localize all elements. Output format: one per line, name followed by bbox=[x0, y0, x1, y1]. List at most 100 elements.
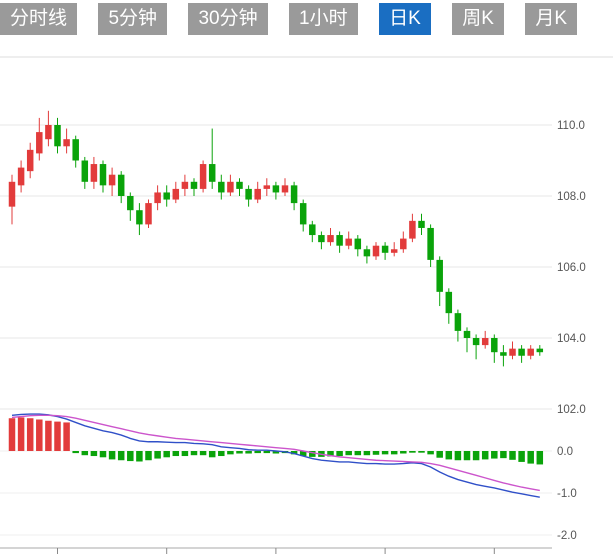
macd-bar bbox=[117, 451, 125, 461]
macd-bar bbox=[409, 451, 416, 453]
macd-bar bbox=[218, 451, 225, 457]
macd-bar bbox=[272, 451, 280, 454]
candle-body bbox=[72, 139, 79, 161]
candle-body bbox=[190, 181, 198, 189]
macd-bar bbox=[127, 451, 134, 462]
candle-body bbox=[536, 348, 544, 353]
candle-body bbox=[454, 313, 462, 331]
macd-bar bbox=[63, 422, 70, 451]
candle-body bbox=[236, 181, 243, 189]
macd-bar bbox=[54, 421, 61, 451]
candle-body bbox=[400, 238, 407, 250]
macd-bar bbox=[390, 451, 398, 455]
axis-labels: 110.0 108.0 106.0 104.0 102.0 0.0 -1.0 -2.0 bbox=[557, 120, 586, 542]
candle-body bbox=[345, 238, 352, 246]
candle-body bbox=[381, 245, 389, 253]
macd-bar bbox=[299, 451, 307, 457]
candle-body bbox=[63, 139, 70, 147]
macd-bar bbox=[454, 451, 462, 461]
macd-bar bbox=[72, 451, 79, 454]
macd-bar bbox=[136, 451, 143, 462]
macd-bar bbox=[17, 417, 25, 451]
macd-bar bbox=[81, 451, 89, 456]
candle-body bbox=[154, 192, 161, 204]
candles bbox=[8, 110, 544, 367]
candle-body bbox=[8, 181, 16, 207]
candle-body bbox=[227, 181, 234, 193]
candle-body bbox=[491, 338, 498, 353]
macd-bar bbox=[445, 451, 453, 460]
macd-bar bbox=[181, 451, 189, 457]
price-tick-label: 110.0 bbox=[557, 120, 585, 132]
candle-body bbox=[527, 348, 534, 356]
candle-body bbox=[181, 181, 189, 189]
macd-bar bbox=[145, 451, 152, 461]
tab-timeshare[interactable]: 分时线 bbox=[0, 3, 78, 35]
candle-body bbox=[54, 125, 61, 147]
price-tick-label: 106.0 bbox=[557, 262, 586, 274]
candle-body bbox=[145, 203, 152, 225]
candle-body bbox=[163, 192, 170, 200]
macd-tick-label: -1.0 bbox=[557, 488, 577, 500]
candle-body bbox=[108, 174, 116, 186]
macd-bar bbox=[190, 451, 198, 456]
candle-body bbox=[136, 210, 143, 225]
tab-1hour[interactable]: 1小时 bbox=[289, 3, 358, 35]
kline-chart[interactable]: 110.0 108.0 106.0 104.0 102.0 0.0 -1.0 -2.0 bbox=[0, 40, 613, 557]
macd-bar bbox=[227, 451, 234, 455]
macd-bar bbox=[463, 451, 471, 461]
candle-body bbox=[26, 149, 34, 172]
tab-monthly-k[interactable]: 月K bbox=[525, 3, 577, 35]
candle-body bbox=[290, 185, 298, 204]
macd-bar bbox=[418, 451, 425, 453]
macd-bar bbox=[500, 451, 507, 459]
candle-body bbox=[472, 338, 480, 346]
macd-bar bbox=[108, 451, 116, 460]
candle-body bbox=[245, 188, 252, 200]
candle-body bbox=[281, 185, 289, 193]
candle-body bbox=[418, 220, 425, 228]
macd-tick-label: -2.0 bbox=[557, 530, 577, 542]
kline-canvas: 110.0 108.0 106.0 104.0 102.0 0.0 -1.0 -2.0 bbox=[0, 56, 613, 554]
tab-weekly-k[interactable]: 周K bbox=[452, 3, 504, 35]
macd-bar bbox=[481, 451, 489, 460]
price-tick-label: 104.0 bbox=[557, 333, 586, 345]
candle-body bbox=[81, 160, 89, 182]
macd-bar bbox=[381, 451, 389, 455]
tab-30min[interactable]: 30分钟 bbox=[188, 3, 268, 35]
candle-body bbox=[327, 235, 334, 243]
macd-dif-line bbox=[11, 413, 540, 498]
candle-body bbox=[409, 220, 416, 239]
candle-body bbox=[17, 167, 25, 186]
candle-body bbox=[481, 338, 489, 346]
candle-body bbox=[263, 185, 271, 189]
macd-bar bbox=[245, 451, 252, 454]
candle-body bbox=[445, 291, 453, 314]
candle-body bbox=[463, 330, 471, 338]
candle-body bbox=[318, 235, 325, 243]
price-tick-label: 102.0 bbox=[557, 404, 586, 416]
macd-bar bbox=[354, 451, 362, 456]
macd-bar bbox=[199, 451, 207, 456]
macd-bar bbox=[472, 451, 480, 461]
macd-bar bbox=[99, 451, 107, 458]
macd-bar bbox=[327, 451, 334, 457]
tab-5min[interactable]: 5分钟 bbox=[98, 3, 168, 35]
macd-bar bbox=[263, 451, 271, 454]
candle-body bbox=[509, 348, 516, 356]
candle-body bbox=[254, 188, 261, 200]
candle-body bbox=[127, 196, 134, 211]
macd-bar bbox=[363, 451, 371, 456]
macd-bar bbox=[518, 451, 525, 462]
macd-bar bbox=[509, 451, 516, 460]
candle-body bbox=[99, 164, 107, 186]
macd-tick-label: 0.0 bbox=[557, 446, 573, 458]
candle-body bbox=[518, 348, 525, 356]
macd-bar bbox=[400, 451, 407, 454]
macd-bar bbox=[172, 451, 180, 457]
tab-daily-k[interactable]: 日K bbox=[379, 3, 431, 35]
candle-body bbox=[208, 164, 216, 182]
macd-bar bbox=[36, 419, 43, 451]
candle-body bbox=[354, 238, 362, 250]
